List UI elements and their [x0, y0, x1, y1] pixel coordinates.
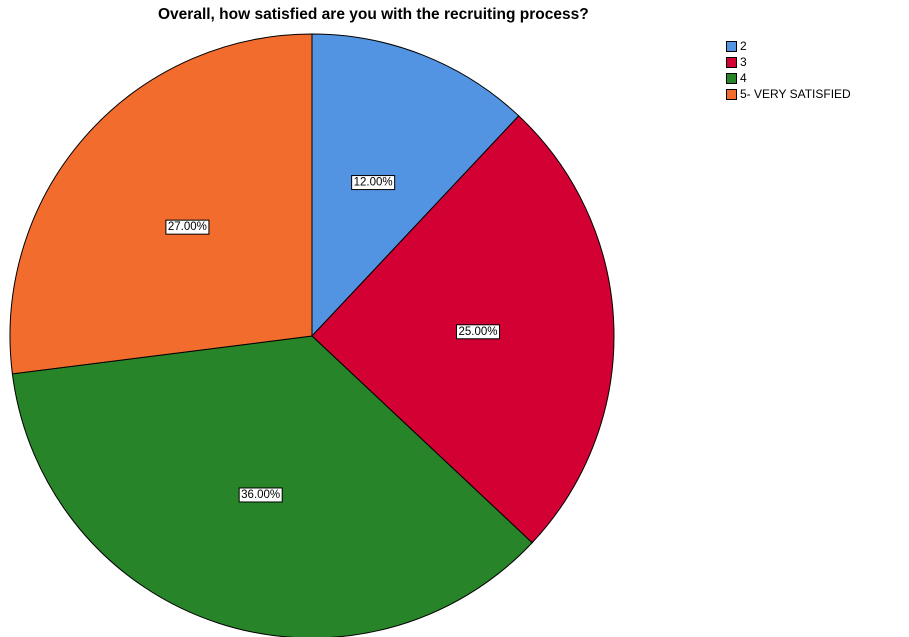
- legend-item: 5- VERY SATISFIED: [726, 86, 851, 102]
- legend-swatch: [726, 72, 737, 84]
- legend-item: 3: [726, 54, 851, 70]
- data-label: 36.00%: [238, 487, 283, 503]
- chart-legend: 2 3 4 5- VERY SATISFIED: [726, 38, 851, 102]
- data-label: 12.00%: [351, 175, 396, 191]
- pie-slice: [11, 335, 533, 637]
- svg-text:25.00%: 25.00%: [459, 326, 498, 338]
- svg-text:27.00%: 27.00%: [168, 221, 207, 233]
- svg-text:36.00%: 36.00%: [241, 489, 280, 501]
- legend-item: 4: [726, 70, 851, 86]
- legend-label: 3: [740, 55, 747, 69]
- data-label: 27.00%: [165, 219, 210, 235]
- legend-swatch: [726, 56, 737, 68]
- data-label: 25.00%: [456, 324, 501, 340]
- legend-item: 2: [726, 38, 851, 54]
- legend-label: 2: [740, 39, 747, 53]
- legend-label: 5- VERY SATISFIED: [740, 87, 851, 101]
- chart-title: Overall, how satisfied are you with the …: [158, 6, 589, 23]
- legend-swatch: [726, 40, 737, 52]
- legend-label: 4: [740, 71, 747, 85]
- svg-text:12.00%: 12.00%: [354, 177, 393, 189]
- legend-swatch: [726, 88, 737, 100]
- pie-slice: [311, 33, 520, 338]
- pie-slice: [9, 33, 313, 375]
